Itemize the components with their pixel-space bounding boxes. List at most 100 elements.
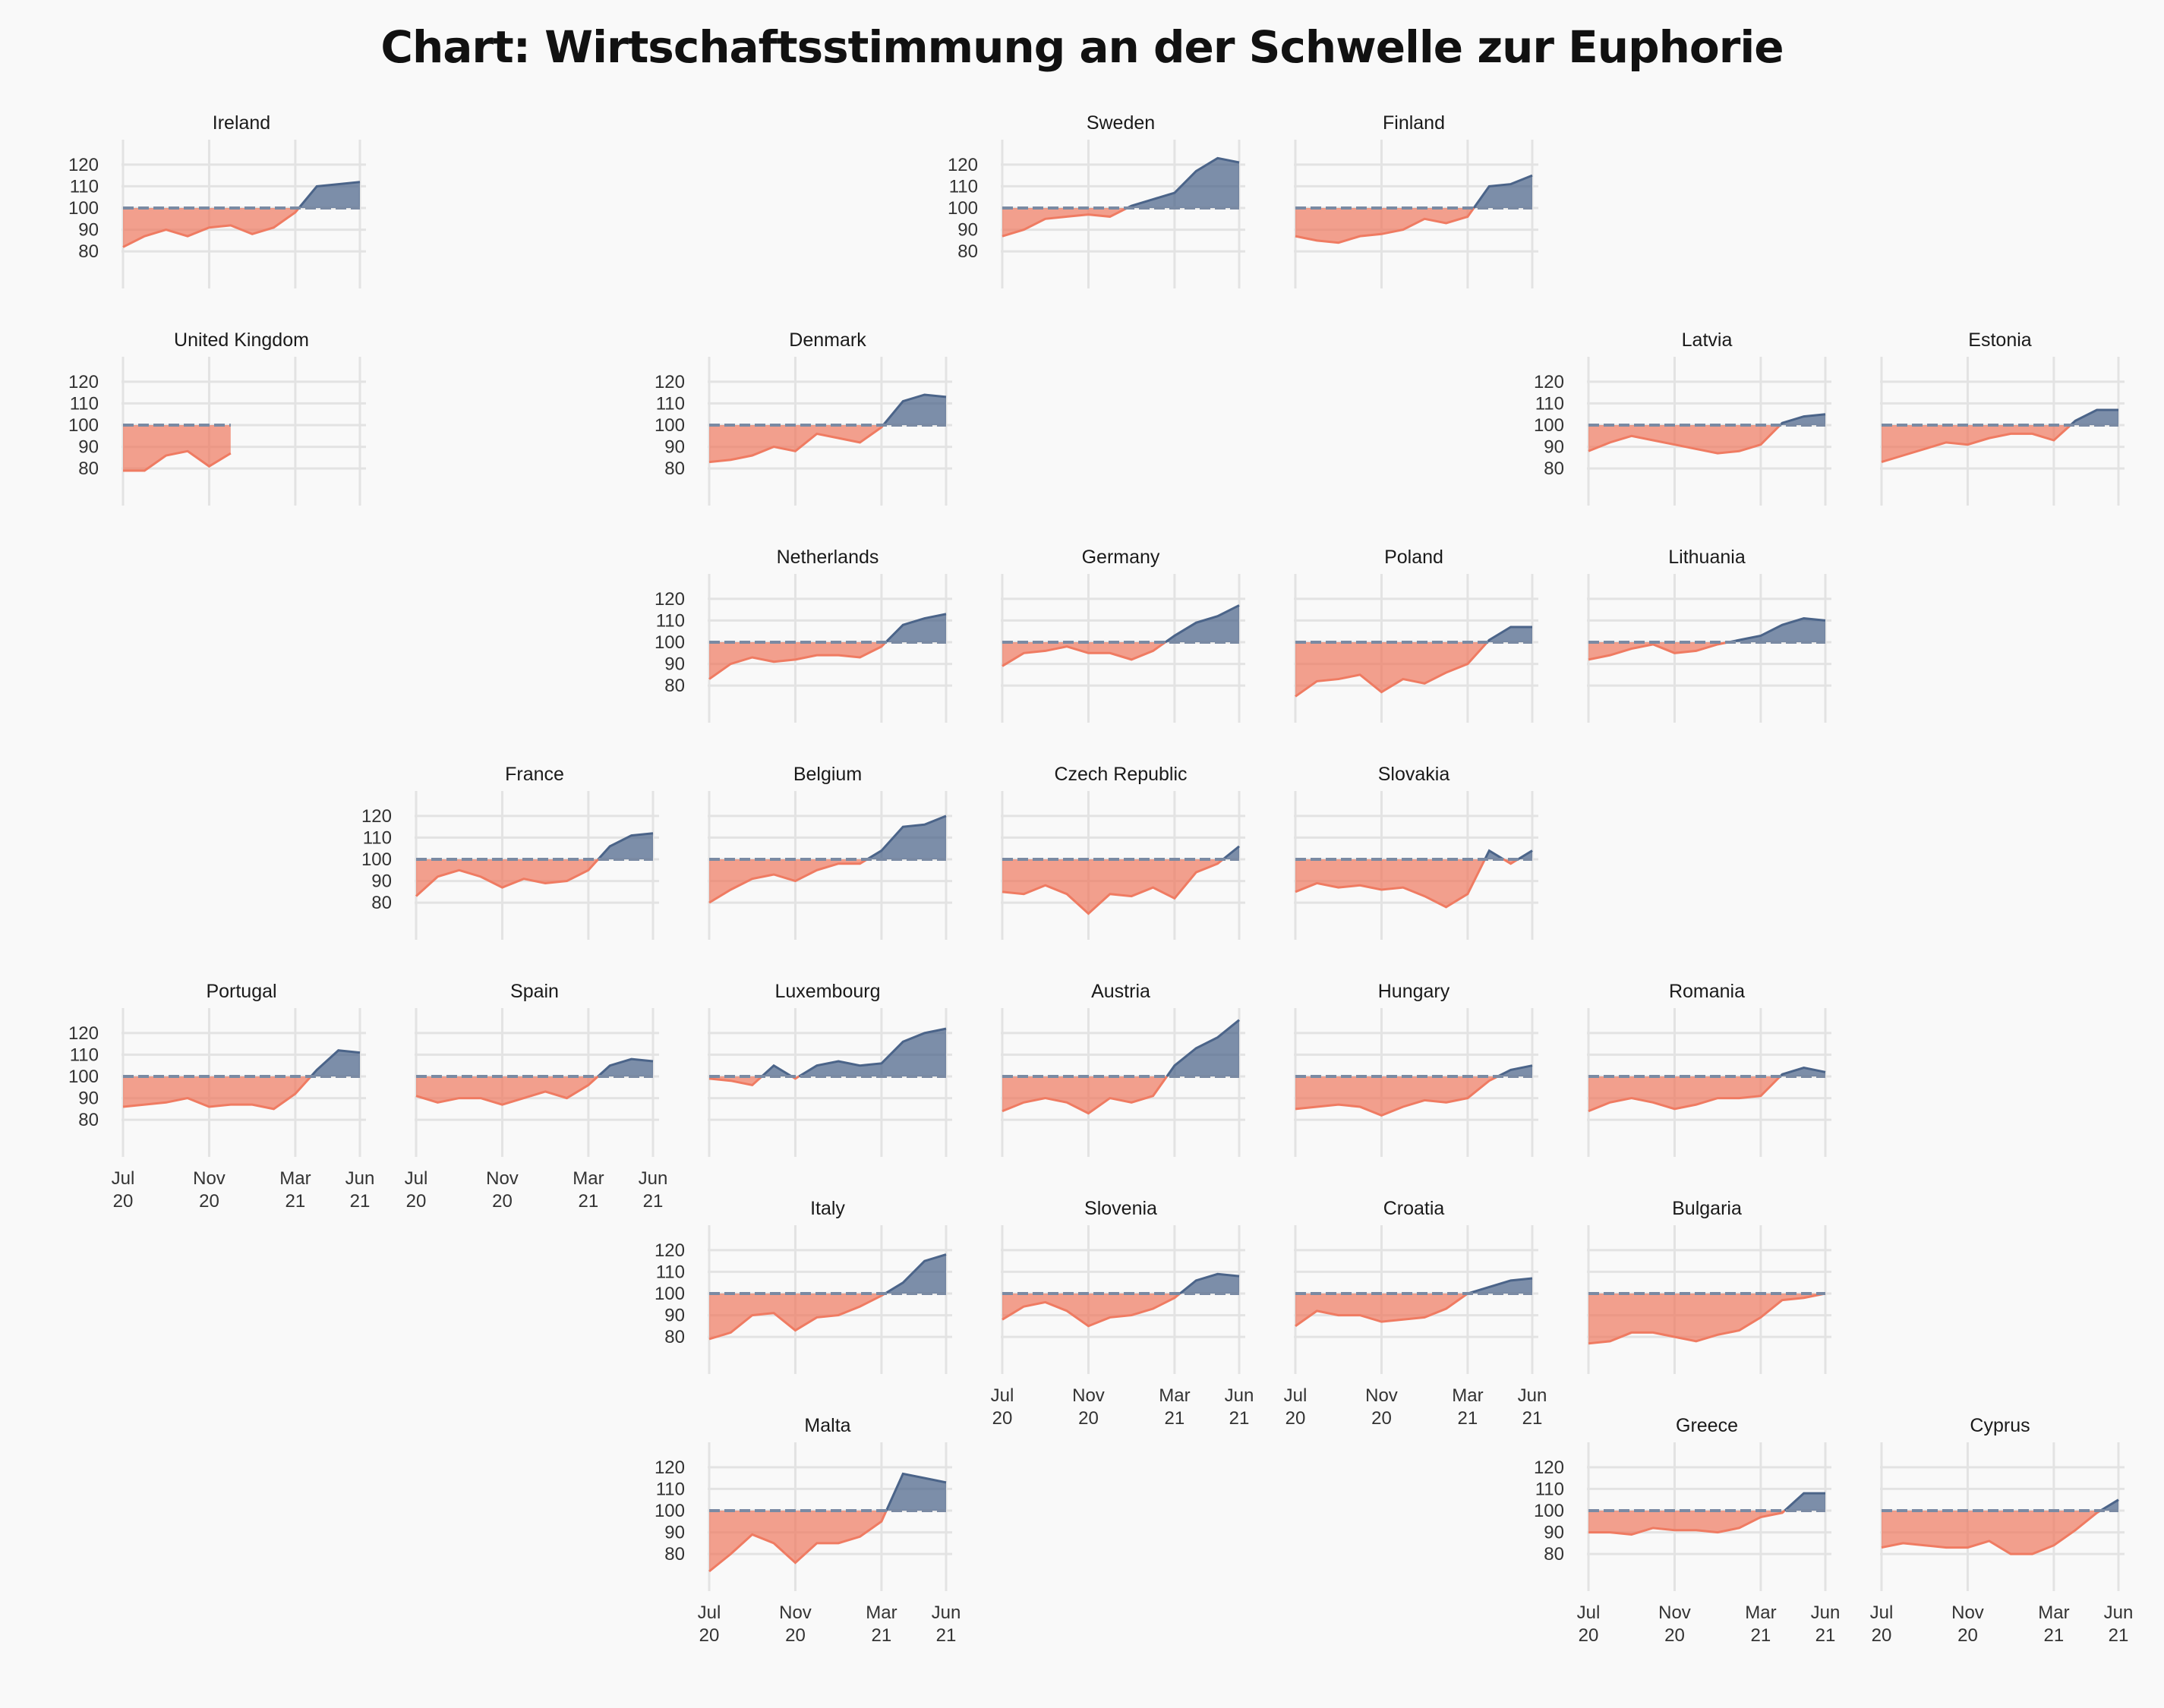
x-tick-label: Jun xyxy=(932,1602,961,1623)
panel-title: Bulgaria xyxy=(1672,1198,1742,1219)
panel-title: Spain xyxy=(510,981,559,1002)
y-tick-label: 90 xyxy=(664,437,685,458)
series-line xyxy=(885,1472,947,1511)
area-above-100 xyxy=(762,1065,792,1076)
panel-title: Ireland xyxy=(212,112,271,134)
area-below-100 xyxy=(1295,208,1475,243)
x-tick-label: 20 xyxy=(406,1191,427,1212)
x-tick-label: Nov xyxy=(193,1168,226,1189)
panel-malta: Malta 80 90 100 110 120 Jul 20 Nov 20 Mar 21 Jun 21 xyxy=(655,1415,970,1646)
area-above-100 xyxy=(1127,158,1239,208)
x-tick-label: 20 xyxy=(1957,1625,1978,1646)
panel-bulgaria: Bulgaria xyxy=(1561,1198,1850,1403)
area-above-100 xyxy=(799,1029,946,1076)
x-tick-label: 20 xyxy=(1579,1625,1599,1646)
x-tick-label: Jul xyxy=(405,1168,428,1189)
y-tick-label: 110 xyxy=(949,176,978,197)
y-tick-label: 100 xyxy=(948,198,978,219)
x-tick-label: Nov xyxy=(1365,1385,1398,1406)
y-tick-label: 110 xyxy=(70,176,99,197)
x-tick-label: 21 xyxy=(285,1191,306,1212)
x-tick-label: 21 xyxy=(872,1625,892,1646)
series-line xyxy=(310,1049,361,1078)
panel-title: Finland xyxy=(1383,112,1445,134)
y-tick-label: 120 xyxy=(68,1023,99,1044)
panel-title: Luxembourg xyxy=(774,981,881,1002)
y-tick-label: 80 xyxy=(664,1327,685,1347)
series-line xyxy=(708,1075,763,1087)
series-line xyxy=(1588,641,1729,661)
series-line xyxy=(1588,1292,1826,1345)
series-line xyxy=(1784,1492,1825,1512)
series-line xyxy=(2099,1498,2119,1512)
y-tick-label: 120 xyxy=(361,806,392,827)
y-tick-label: 100 xyxy=(655,1501,685,1521)
y-tick-label: 80 xyxy=(1544,1544,1564,1565)
x-tick-label: Jul xyxy=(1284,1385,1308,1406)
series-line xyxy=(1002,1076,1169,1115)
x-tick-label: 20 xyxy=(1664,1625,1685,1646)
x-tick-label: 21 xyxy=(1522,1408,1543,1429)
panel-denmark: Denmark 80 90 100 110 120 xyxy=(655,329,970,534)
series-line xyxy=(1002,1292,1181,1328)
y-tick-label: 110 xyxy=(656,1479,685,1499)
area-below-100 xyxy=(1588,1294,1825,1344)
series-line xyxy=(1517,849,1533,861)
area-above-100 xyxy=(1728,618,1825,642)
x-tick-label: Mar xyxy=(1452,1385,1483,1406)
y-tick-label: 90 xyxy=(1544,1523,1564,1543)
y-tick-label: 80 xyxy=(664,1544,685,1565)
series-line xyxy=(1728,617,1826,644)
x-tick-label: Jun xyxy=(639,1168,668,1189)
series-line xyxy=(866,815,947,861)
area-above-100 xyxy=(867,815,946,859)
y-tick-label: 90 xyxy=(664,1523,685,1543)
area-above-100 xyxy=(1165,605,1239,642)
panel-title: Portugal xyxy=(206,981,277,1002)
series-line xyxy=(1002,858,1224,915)
x-tick-label: 20 xyxy=(992,1408,1013,1429)
panel-united-kingdom: United Kingdom 80 90 100 110 120 xyxy=(68,329,384,534)
series-line xyxy=(1295,641,1488,698)
y-tick-label: 120 xyxy=(655,1457,685,1478)
panel-netherlands: Netherlands 80 90 100 110 120 xyxy=(655,547,970,752)
panel-sweden: Sweden 80 90 100 110 120 xyxy=(948,112,1263,317)
x-tick-label: Nov xyxy=(1658,1602,1691,1623)
series-line xyxy=(1295,207,1475,244)
chart-title: Chart: Wirtschaftsstimmung an der Schwel… xyxy=(380,21,1784,73)
x-tick-label: Mar xyxy=(279,1168,311,1189)
area-below-100 xyxy=(123,425,231,471)
area-above-100 xyxy=(885,613,946,642)
y-tick-label: 80 xyxy=(664,676,685,696)
y-tick-label: 100 xyxy=(68,198,99,219)
panel-slovenia: Slovenia Jul 20 Nov 20 Mar 21 Jun 21 xyxy=(975,1198,1263,1429)
y-tick-label: 120 xyxy=(655,589,685,610)
area-below-100 xyxy=(709,425,884,462)
area-below-100 xyxy=(416,859,598,897)
area-below-100 xyxy=(1295,642,1487,697)
y-tick-label: 110 xyxy=(656,610,685,631)
y-tick-label: 120 xyxy=(68,372,99,392)
y-tick-label: 100 xyxy=(68,415,99,436)
x-tick-label: Jun xyxy=(1225,1385,1254,1406)
area-below-100 xyxy=(709,1294,885,1339)
panel-title: Romania xyxy=(1668,981,1746,1002)
series-line xyxy=(798,1027,947,1078)
panel-austria: Austria xyxy=(975,981,1263,1186)
x-tick-label: 20 xyxy=(199,1191,219,1212)
y-tick-label: 120 xyxy=(1534,1457,1564,1478)
panel-portugal: Portugal 80 90 100 110 120 Jul 20 Nov 20 Mar 21 Jun 2… xyxy=(68,981,384,1212)
series-line xyxy=(1588,1075,1781,1113)
y-tick-label: 80 xyxy=(78,241,99,262)
series-line xyxy=(1484,849,1504,861)
series-line xyxy=(1295,1075,1499,1117)
area-below-100 xyxy=(1588,642,1729,660)
